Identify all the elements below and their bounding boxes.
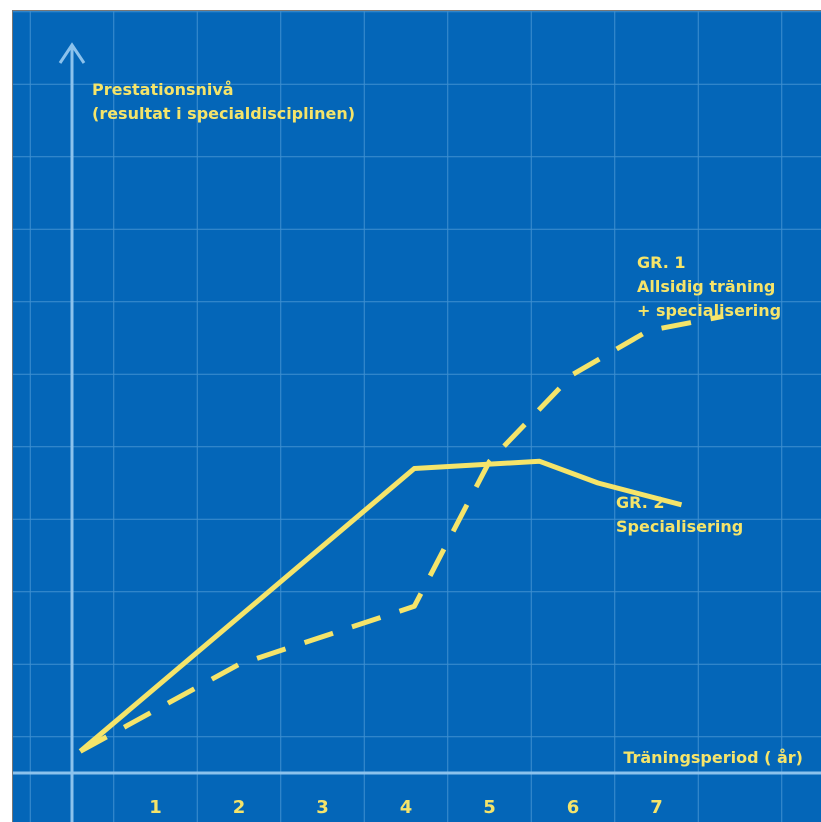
series-label-gr2-line-1: GR. 2 bbox=[616, 493, 665, 512]
y-axis-title: Prestationsnivå (resultat i specialdisci… bbox=[92, 80, 355, 123]
series-label-gr1-line-2: Allsidig träning bbox=[637, 277, 775, 296]
series-lines bbox=[78, 313, 724, 754]
x-tick-labels: 1 2 3 4 5 6 7 bbox=[149, 797, 663, 818]
series-label-gr1-line-3: + specialisering bbox=[637, 301, 781, 320]
x-tick-label: 6 bbox=[567, 797, 580, 818]
series-line-gr1 bbox=[79, 313, 724, 754]
series-line-gr2 bbox=[78, 458, 683, 754]
y-axis-arrow-icon bbox=[58, 42, 86, 64]
series-label-gr2-line-2: Specialisering bbox=[616, 517, 743, 536]
chart-frame: Prestationsnivå (resultat i specialdisci… bbox=[12, 10, 821, 822]
chart: Prestationsnivå (resultat i specialdisci… bbox=[13, 11, 821, 822]
x-tick-label: 5 bbox=[483, 797, 496, 818]
x-axis-title: Träningsperiod ( år) bbox=[623, 748, 803, 767]
axes bbox=[13, 42, 821, 822]
grid bbox=[13, 11, 821, 822]
chart-background bbox=[13, 11, 821, 822]
y-axis-title-line-2: (resultat i specialdisciplinen) bbox=[92, 104, 355, 123]
x-tick-label: 2 bbox=[233, 797, 246, 818]
x-tick-label: 3 bbox=[316, 797, 329, 818]
y-axis-title-line-1: Prestationsnivå bbox=[92, 80, 234, 99]
series-label-gr2: GR. 2 Specialisering bbox=[616, 493, 743, 536]
x-tick-label: 4 bbox=[400, 797, 413, 818]
series-label-gr1: GR. 1 Allsidig träning + specialisering bbox=[637, 253, 781, 320]
x-tick-label: 7 bbox=[650, 797, 663, 818]
x-tick-label: 1 bbox=[149, 797, 162, 818]
series-label-gr1-line-1: GR. 1 bbox=[637, 253, 686, 272]
